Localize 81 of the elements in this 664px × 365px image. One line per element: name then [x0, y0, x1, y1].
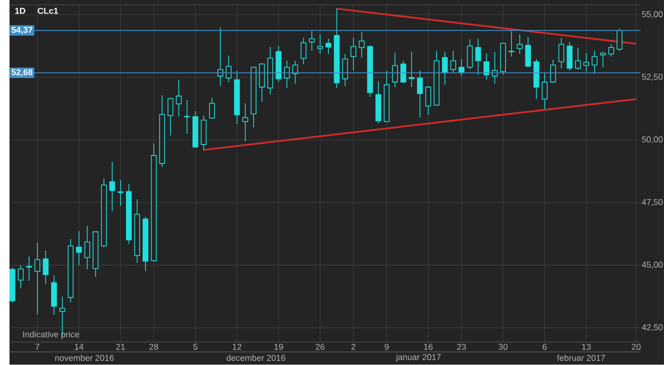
x-tick-label: 9 [384, 344, 389, 350]
annotation: Indicative price [23, 331, 80, 340]
candlestick [284, 60, 290, 89]
candlestick [308, 30, 315, 52]
candlestick [217, 26, 224, 87]
candlestick [226, 56, 232, 83]
x-tick-label: 23 [457, 344, 466, 350]
y-tick-label: 42,50 [642, 324, 663, 332]
candlestick [209, 98, 215, 120]
candlestick [575, 47, 581, 70]
y-tick-label: 47,50 [642, 199, 663, 206]
text: november 2016 [55, 354, 114, 362]
y-tick-label: 52,50 [642, 74, 663, 81]
candlestick [84, 226, 90, 270]
y-tick-label: 45,00 [642, 262, 663, 269]
candlestick [326, 38, 332, 55]
candlestick [34, 242, 40, 316]
candlestick [300, 37, 306, 65]
candlestick [492, 52, 498, 84]
candlestick [475, 38, 482, 76]
x-tick-label: 21 [116, 344, 125, 350]
x-tick-label: 16 [424, 344, 433, 350]
text: februar 2017 [557, 354, 605, 362]
x-tick-label: 6 [542, 344, 547, 350]
x-tick-label: 30 [498, 344, 508, 350]
candlestick [583, 53, 590, 72]
candlestick [76, 230, 82, 266]
y-tick-label: 50,00 [642, 136, 663, 144]
candlestick [292, 60, 298, 84]
candlestick [542, 72, 548, 110]
y-tick-label: 55,00 [642, 11, 663, 18]
x-tick-label: 7 [35, 344, 40, 350]
text: december 2016 [226, 354, 286, 362]
x-tick-label: 2 [351, 344, 356, 350]
candlestick [616, 28, 622, 52]
x-tick-label: 14 [74, 344, 84, 350]
candlestick [118, 180, 124, 207]
candlestick [317, 34, 324, 55]
candlestick [425, 86, 432, 116]
ref-line-label: 54,37 [12, 26, 32, 34]
x-tick-label: 13 [582, 344, 591, 350]
candlestick [408, 52, 415, 88]
candlestick [259, 63, 265, 102]
candlestick [466, 38, 473, 70]
candlestick [458, 58, 464, 77]
x-tick-label: 20 [632, 344, 641, 350]
text: januar 2017 [396, 354, 441, 362]
candlestick [592, 50, 598, 74]
ref-line-label: 52,68 [12, 69, 32, 77]
chart-title: CLc1 [38, 8, 58, 14]
candlestick [184, 100, 190, 134]
candlestick [442, 52, 448, 86]
candlestick [558, 37, 564, 69]
candlestick [350, 37, 356, 72]
candlestick [392, 52, 398, 88]
candlestick [51, 275, 57, 316]
candlestick [358, 32, 365, 58]
candlestick [400, 60, 406, 84]
x-tick-label: 19 [274, 344, 283, 350]
candlestick [484, 53, 490, 80]
candlestick [550, 60, 556, 84]
candlestick [18, 265, 24, 289]
candlestick [242, 103, 248, 142]
candlestick [42, 250, 49, 285]
x-tick-label: 28 [149, 344, 158, 350]
candlestick [176, 80, 182, 118]
candlestick [516, 34, 523, 55]
x-tick-label: 26 [316, 344, 325, 350]
x-tick-label: 12 [232, 344, 242, 350]
candlestick [342, 54, 348, 87]
candlestick [600, 52, 606, 68]
candlestick [26, 256, 32, 282]
candlestick [450, 50, 456, 74]
candlestick [525, 36, 531, 68]
candlestick [109, 161, 116, 212]
chart-subtitle: 1D [15, 8, 26, 14]
candlestick [417, 70, 423, 118]
candlestick [608, 44, 614, 58]
candlestick [168, 98, 174, 136]
candlestick [566, 42, 573, 72]
x-tick-label: 5 [193, 344, 198, 350]
